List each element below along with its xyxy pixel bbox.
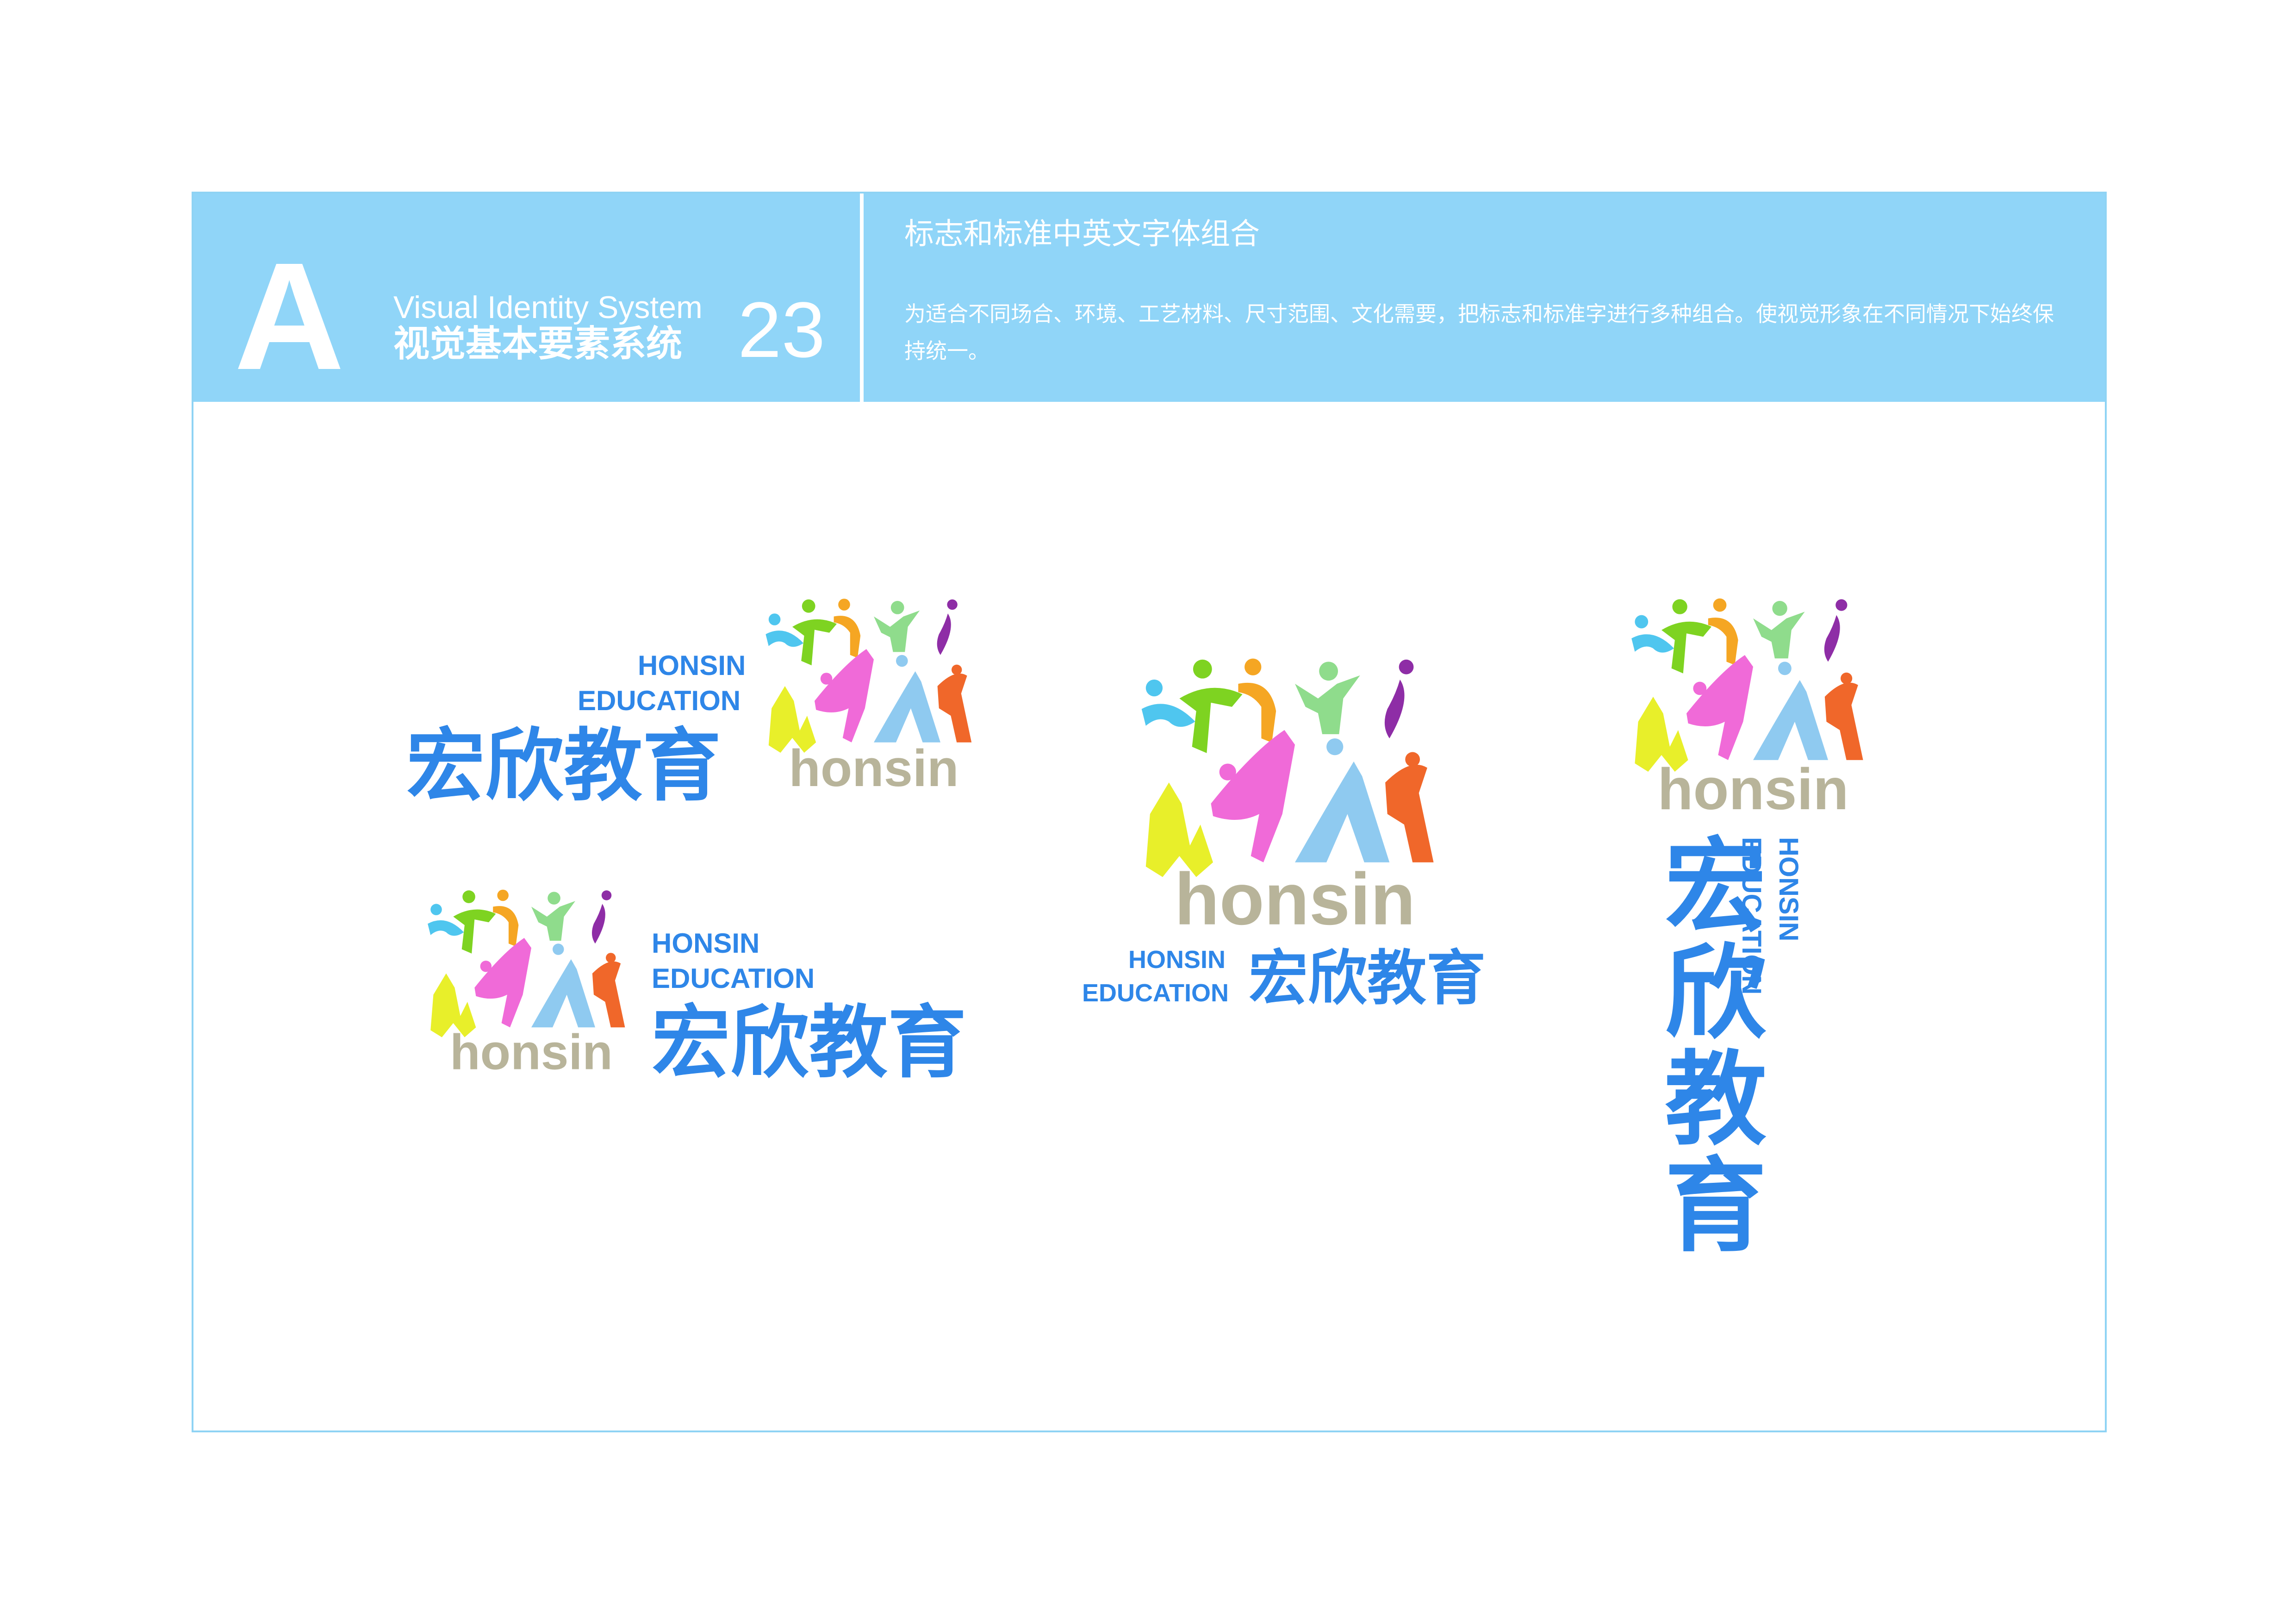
brand-name-cn: 宏欣教育: [652, 997, 967, 1089]
section-description: 为适合不同场合、环境、工艺材料、尺寸范围、文化需要，把标志和标准字进行多种组合。…: [904, 301, 2054, 363]
logo-wordmark: honsin: [789, 739, 958, 791]
lockup-horizontal-text-left: HONSIN EDUCATION 宏欣教育: [406, 592, 1193, 812]
logo-wordmark: honsin: [1658, 756, 1849, 814]
lockup-vertical: honsin 宏欣教育 HONSIN EDUCATION: [1610, 592, 1934, 1286]
lockup-stacked-center: honsin HONSIN EDUCATION 宏欣教育: [1082, 656, 1545, 1008]
system-title-en: Visual Identity System: [393, 290, 703, 325]
brand-name-en-line2: EDUCATION: [1082, 979, 1229, 1007]
logo-wordmark: honsin: [1175, 858, 1416, 930]
lockup-horizontal-logo-left: honsin HONSIN EDUCATION 宏欣教育: [425, 888, 1212, 1092]
logo-mark: honsin: [1141, 658, 1434, 930]
logo-mark: honsin: [765, 599, 972, 791]
logo-figures: [1141, 658, 1434, 877]
page-number: 23: [738, 286, 826, 374]
logo-figures: [428, 889, 625, 1037]
brand-name-cn-vertical: 宏欣教育: [1648, 832, 1766, 1258]
header-divider: [860, 194, 864, 402]
section-letter: A: [234, 231, 345, 401]
logo-mark: honsin: [1631, 598, 1863, 814]
brand-name-en-line1: HONSIN: [652, 928, 760, 959]
logo-figures: [1631, 598, 1863, 772]
section-title: 标志和标准中英文字体组合: [904, 217, 1260, 251]
logo-figures: [765, 599, 972, 753]
brand-name-en-line1: HONSIN: [1128, 946, 1226, 974]
vi-sheet: A Visual Identity System 视觉基本要素系统 23 标志和…: [192, 192, 2107, 1432]
brand-name-en-line1: HONSIN: [638, 650, 746, 681]
brand-name-cn: 宏欣教育: [406, 720, 722, 812]
brand-name-en-line2: EDUCATION: [652, 963, 815, 994]
brand-name-cn: 宏欣教育: [1249, 944, 1486, 1013]
brand-name-en-line2-vertical: EDUCATION: [1736, 837, 1767, 995]
logo-wordmark: honsin: [450, 1024, 613, 1073]
brand-name-en-line2: EDUCATION: [578, 685, 741, 716]
logo-mark: honsin: [428, 889, 625, 1073]
brand-name-en-line1-vertical: HONSIN: [1773, 837, 1804, 942]
sheet-header: A Visual Identity System 视觉基本要素系统 23 标志和…: [193, 194, 2105, 402]
system-title-cn: 视觉基本要素系统: [393, 323, 683, 365]
